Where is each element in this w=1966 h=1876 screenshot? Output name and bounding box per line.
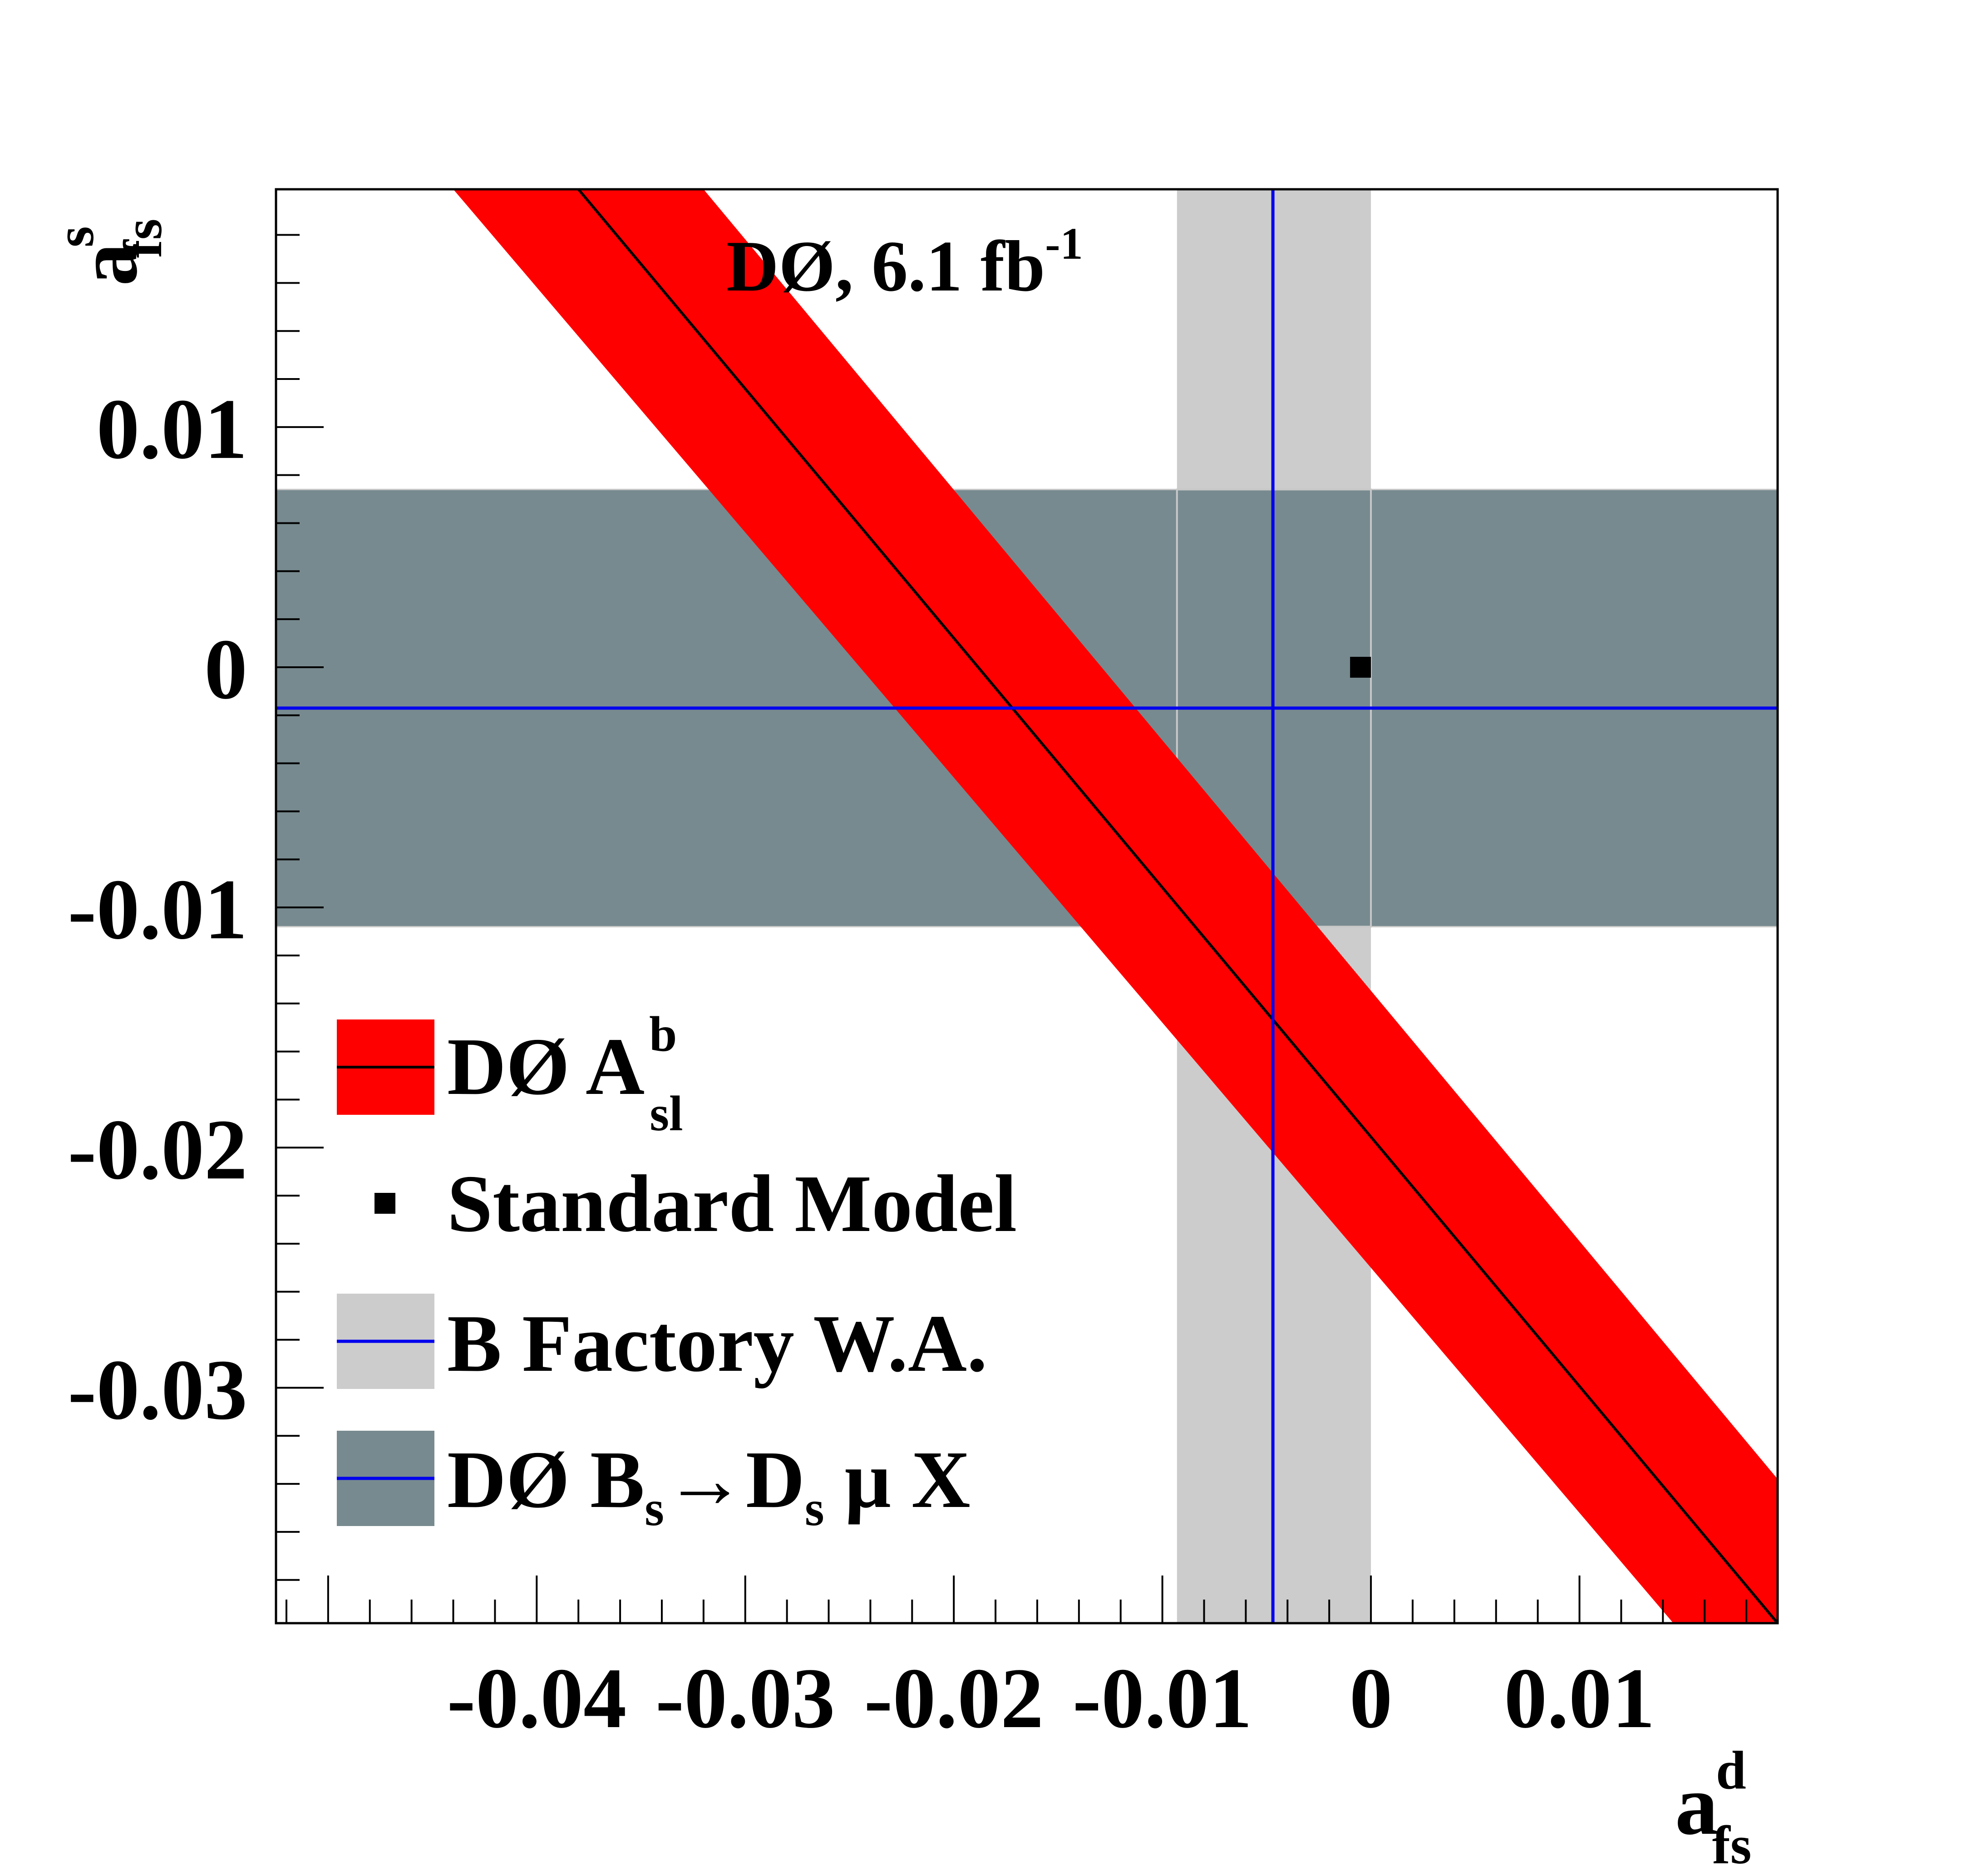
line-asl-central (577, 189, 1778, 1623)
x-tick-labels: -0.04 -0.03 -0.02 -0.01 0 0.01 (447, 1651, 1655, 1746)
y-axis-label: as fs (44, 219, 173, 286)
y-tick-label: -0.02 (68, 1102, 247, 1197)
chart-title: DØ, 6.1 fb-1 (726, 218, 1083, 306)
legend-label-sm: Standard Model (447, 1158, 1017, 1249)
x-tick-label: 0.01 (1504, 1651, 1655, 1746)
point-standard-model (1350, 657, 1371, 678)
legend-label-asl-sub: sl (650, 1086, 683, 1141)
x-tick-label: -0.01 (1073, 1651, 1252, 1746)
x-tick-label: -0.04 (447, 1651, 626, 1746)
x-axis-label-base: a (1675, 1758, 1718, 1853)
band-asl (453, 189, 1778, 1623)
legend-swatch-sm (374, 1193, 395, 1214)
legend-label-asl: DØ Ab sl (447, 1006, 683, 1141)
legend-label-bsdsmux-a: DØ B (447, 1434, 645, 1525)
legend-label-bsdsmux-c: μ X (824, 1434, 971, 1525)
y-axis-label-sub: fs (113, 219, 173, 258)
chart-title-main: DØ, 6.1 fb (726, 226, 1045, 306)
x-tick-label: -0.03 (655, 1651, 835, 1746)
y-axis-label-sup: s (44, 226, 105, 247)
x-axis-label: ad fs (1675, 1740, 1751, 1875)
y-tick-labels: 0.01 0 -0.01 -0.02 -0.03 (68, 382, 247, 1438)
legend-label-bsdsmux-sub1: s (645, 1481, 664, 1536)
legend-label-asl-main: DØ A (447, 1021, 645, 1112)
x-axis-label-sup: d (1716, 1740, 1746, 1800)
data-layer (276, 189, 1778, 1623)
y-tick-label: -0.03 (68, 1342, 247, 1438)
chart-title-sup: -1 (1045, 218, 1083, 269)
y-tick-label: 0.01 (97, 382, 248, 477)
legend-label-bsdsmux: DØ Bs→Ds μ X (447, 1434, 971, 1536)
x-tick-label: 0 (1350, 1651, 1393, 1746)
y-tick-label: -0.01 (68, 862, 247, 957)
x-axis-label-sub: fs (1712, 1815, 1752, 1875)
x-tick-label: -0.02 (864, 1651, 1044, 1746)
legend-label-bsdsmux-sub2: s (805, 1481, 824, 1536)
legend-label-asl-sup: b (649, 1006, 677, 1062)
y-tick-label: 0 (204, 622, 247, 717)
plot-frame (275, 188, 1779, 1625)
legend-label-bfactory: B Factory W.A. (447, 1298, 987, 1389)
legend-label-bsdsmux-b: →D (664, 1434, 805, 1525)
y-axis-label-base: a (60, 243, 155, 286)
legend: DØ Ab sl Standard Model B Factory W.A. DØ… (337, 1006, 1017, 1536)
tick-layer (276, 234, 1748, 1623)
